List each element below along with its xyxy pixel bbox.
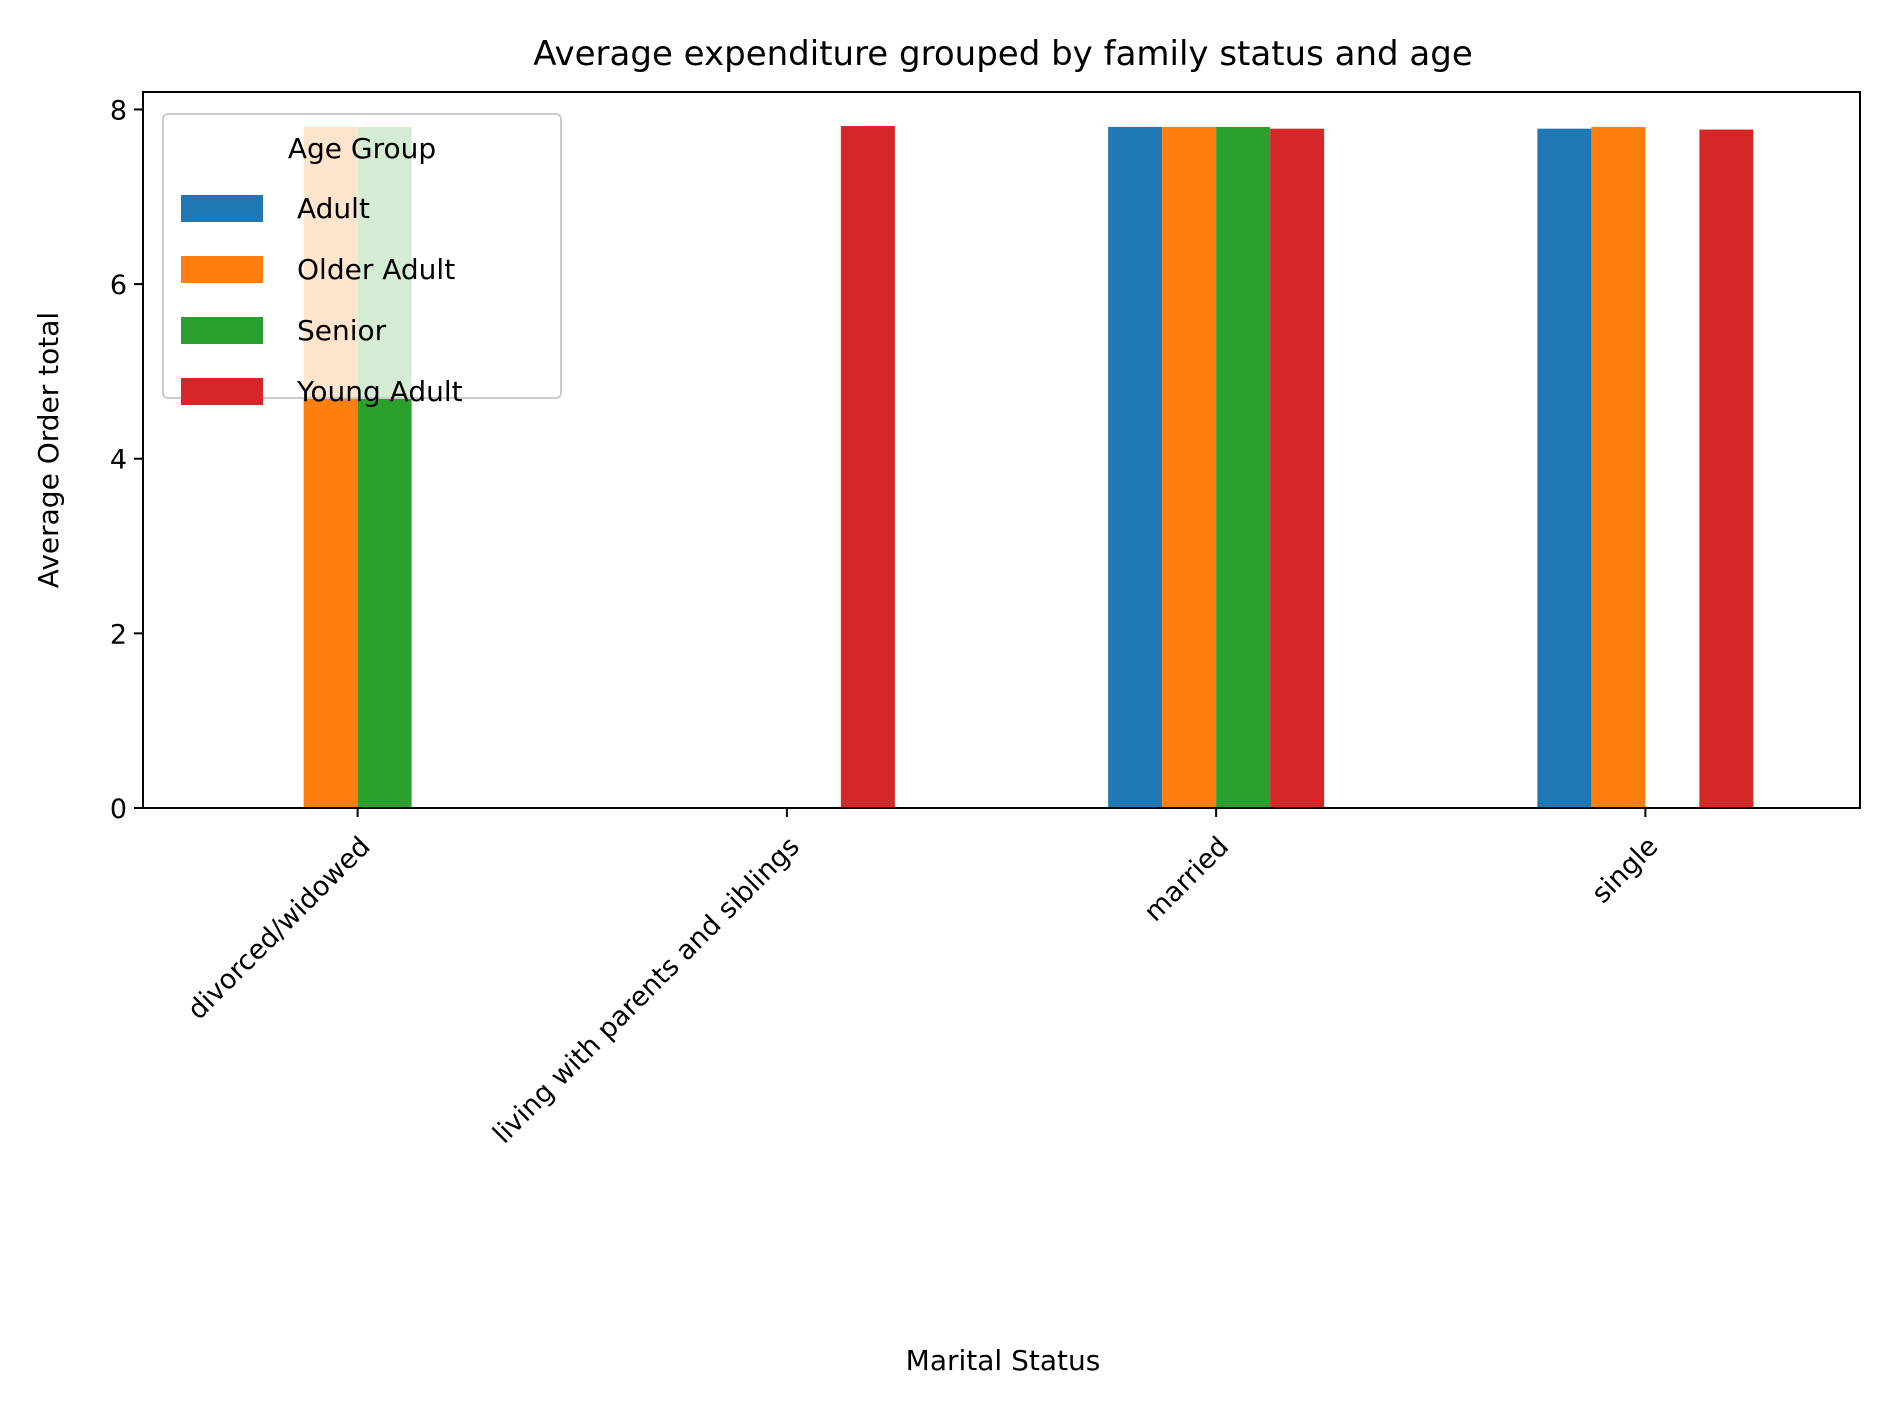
x-tick-label: married <box>1138 831 1235 928</box>
x-tick-label: divorced/widowed <box>182 831 377 1026</box>
y-tick-label: 6 <box>110 270 127 301</box>
bar-young-adult-3 <box>1699 129 1754 809</box>
bar-senior-2 <box>1216 126 1271 809</box>
legend-swatch-senior <box>181 317 263 344</box>
y-tick-label: 2 <box>110 619 127 650</box>
bar-adult-3 <box>1537 128 1592 809</box>
y-axis: 0 2 4 6 8 <box>110 95 143 825</box>
y-tick-label: 0 <box>110 794 127 825</box>
x-axis: divorced/widowed living with parents and … <box>182 808 1664 1150</box>
x-tick-label: living with parents and siblings <box>487 831 806 1150</box>
bar-young-adult-1 <box>840 126 895 809</box>
legend-title: Age Group <box>288 132 436 165</box>
legend-items: Adult Older Adult Senior Young Adult <box>181 192 463 408</box>
chart-title: Average expenditure grouped by family st… <box>533 34 1472 74</box>
x-axis-title: Marital Status <box>906 1344 1101 1377</box>
bar-older-adult-3 <box>1591 126 1646 809</box>
legend-label: Adult <box>297 192 370 225</box>
bars-group <box>303 126 1754 809</box>
plot-frame <box>142 91 1861 809</box>
y-tick-label: 4 <box>110 445 127 476</box>
bar-adult-2 <box>1108 126 1163 809</box>
legend-label: Older Adult <box>297 253 455 286</box>
legend-swatch-older-adult <box>181 256 263 283</box>
y-axis-title: Average Order total <box>32 312 65 588</box>
bar-young-adult-2 <box>1270 128 1325 809</box>
legend-swatch-young-adult <box>181 378 263 405</box>
x-tick-label: single <box>1586 831 1664 909</box>
y-tick-label: 8 <box>110 95 127 126</box>
legend-label: Senior <box>297 314 387 347</box>
bar-older-adult-2 <box>1162 126 1217 809</box>
legend-swatch-adult <box>181 195 263 222</box>
legend: Age Group Adult Older Adult Senior Young Ad… <box>162 113 562 408</box>
legend-label: Young Adult <box>296 375 463 408</box>
